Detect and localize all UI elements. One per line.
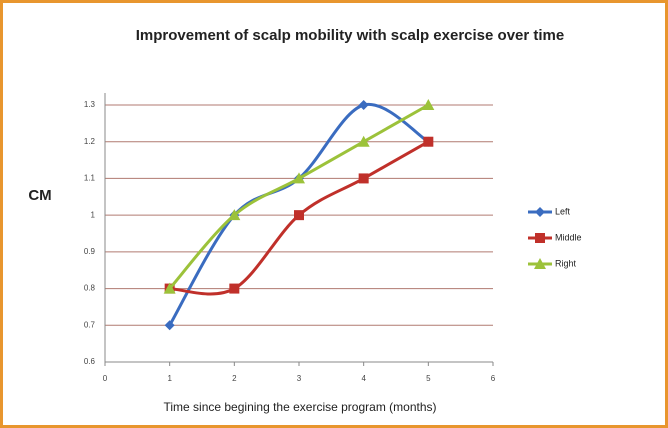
y-axis-label: CM <box>28 187 51 204</box>
legend-label: Left <box>555 206 571 216</box>
marker <box>164 320 175 331</box>
marker <box>422 99 435 110</box>
marker <box>535 233 545 243</box>
marker <box>229 283 240 294</box>
marker <box>294 210 304 221</box>
x-tick-label: 3 <box>297 374 302 383</box>
y-tick-label: 1.2 <box>84 137 96 146</box>
x-axis-label: Time since begining the exercise program… <box>163 400 436 414</box>
y-tick-label: 1 <box>91 210 96 219</box>
marker <box>423 136 434 147</box>
x-tick-label: 2 <box>232 374 237 383</box>
marker <box>357 135 370 147</box>
marker <box>358 100 369 110</box>
y-tick-label: 1.3 <box>84 100 96 109</box>
y-tick-label: 0.7 <box>84 320 96 329</box>
y-tick-label: 0.9 <box>84 247 96 256</box>
x-tick-label: 5 <box>426 374 431 383</box>
marker <box>228 209 241 221</box>
chart-title: Improvement of scalp mobility with scalp… <box>136 27 564 44</box>
y-tick-label: 0.6 <box>84 357 96 366</box>
x-tick-label: 4 <box>361 374 366 383</box>
legend-label: Middle <box>555 232 582 242</box>
marker <box>163 282 176 294</box>
marker <box>358 173 369 184</box>
x-tick-label: 0 <box>103 374 108 383</box>
y-tick-label: 1.1 <box>84 174 96 183</box>
legend-label: Right <box>555 258 577 268</box>
marker <box>534 258 546 269</box>
marker <box>535 207 545 217</box>
x-tick-label: 6 <box>491 374 496 383</box>
x-tick-label: 1 <box>167 374 172 383</box>
marker <box>293 172 305 184</box>
y-tick-label: 0.8 <box>84 284 96 293</box>
